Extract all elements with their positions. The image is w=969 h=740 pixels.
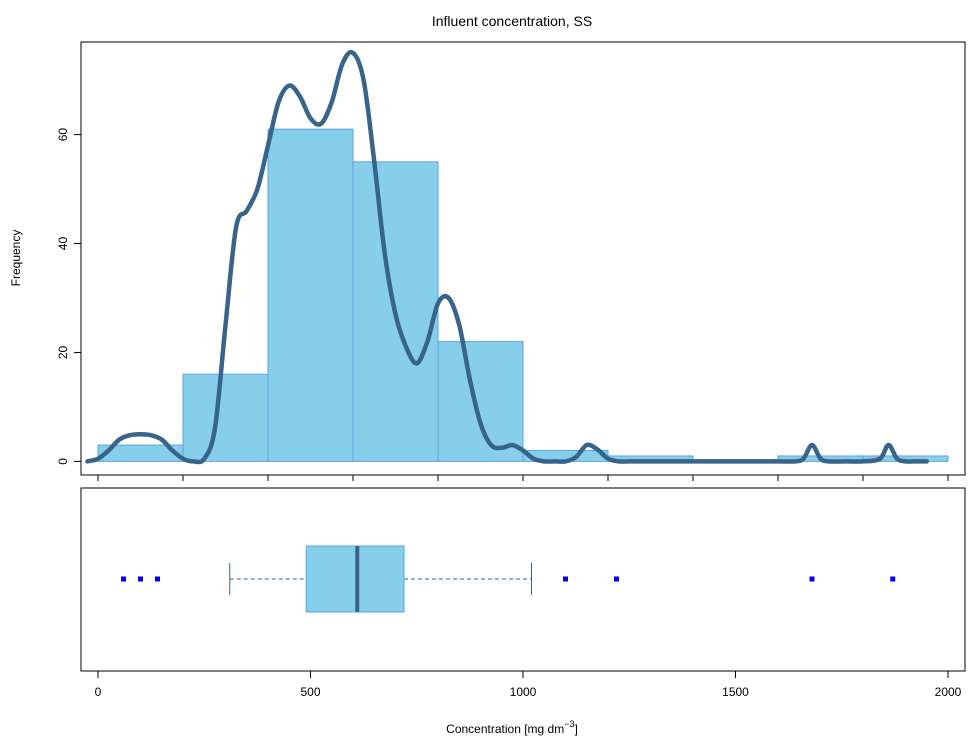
x-tick-label: 1000 bbox=[510, 685, 537, 699]
histogram-bar bbox=[182, 373, 269, 462]
boxplot-layer bbox=[121, 545, 896, 613]
y-axis: 0 20 40 60 bbox=[56, 128, 82, 465]
boxplot-panel bbox=[80, 487, 966, 672]
x-axis-title-superscript: −3 bbox=[564, 719, 574, 729]
x-axis-title-close: ] bbox=[574, 722, 577, 736]
density-curve-layer bbox=[85, 50, 930, 465]
x-axis: 0 500 1000 1500 2000 bbox=[95, 670, 962, 699]
outlier-point bbox=[138, 576, 143, 582]
x-tick-label: 0 bbox=[95, 685, 102, 699]
outlier-point bbox=[563, 576, 568, 582]
histogram-bar bbox=[437, 341, 524, 462]
box-iqr bbox=[305, 545, 405, 613]
outlier-point bbox=[121, 576, 126, 582]
outlier-point bbox=[809, 576, 815, 582]
y-tick-label: 20 bbox=[56, 345, 70, 359]
x-tick-label: 1500 bbox=[722, 685, 749, 699]
y-tick-label: 40 bbox=[56, 237, 70, 251]
histogram-bar bbox=[267, 128, 354, 462]
outlier-point bbox=[890, 576, 896, 582]
y-tick-label: 60 bbox=[56, 128, 70, 142]
x-minor-ticks bbox=[97, 475, 949, 481]
outlier-point bbox=[155, 576, 160, 582]
density-curve bbox=[85, 50, 930, 465]
outlier-point bbox=[614, 576, 619, 582]
x-axis-title-main: Concentration [mg dm bbox=[446, 722, 564, 736]
x-tick-label: 2000 bbox=[935, 685, 962, 699]
x-axis-title: Concentration [mg dm−3] bbox=[446, 719, 578, 736]
histogram-panel: 0 20 40 60 Frequency bbox=[9, 41, 966, 476]
chart-title: Influent concentration, SS bbox=[432, 13, 592, 29]
histogram-bars bbox=[97, 128, 949, 462]
y-axis-title: Frequency bbox=[9, 230, 23, 287]
x-tick-label: 500 bbox=[300, 685, 320, 699]
y-tick-label: 0 bbox=[56, 458, 70, 465]
